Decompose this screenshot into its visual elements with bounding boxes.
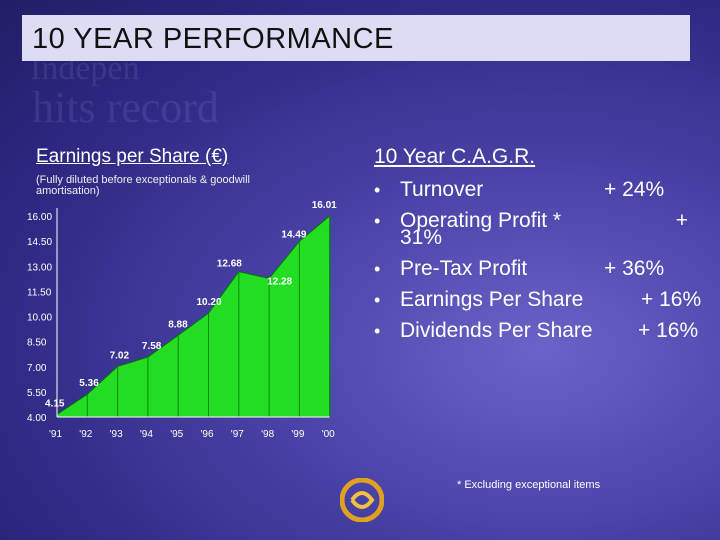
eps-heading: Earnings per Share (€) xyxy=(36,146,229,167)
bullet-dot: • xyxy=(374,180,381,200)
data-label: 12.68 xyxy=(217,259,242,270)
cagr-item-label: Earnings Per Share xyxy=(400,288,584,311)
data-label: 7.02 xyxy=(110,350,130,361)
cagr-heading: 10 Year C.A.G.R. xyxy=(374,145,536,168)
cagr-list: • Turnover + 24% • Operating Profit * + … xyxy=(374,177,714,349)
x-tick-label: '98 xyxy=(261,429,274,440)
y-tick-label: 5.50 xyxy=(27,388,47,399)
page-title: 10 YEAR PERFORMANCE xyxy=(32,23,394,55)
cagr-item-value: + xyxy=(675,209,688,232)
bullet-dot: • xyxy=(374,290,381,310)
y-tick-label: 14.50 xyxy=(27,237,52,248)
footnote: * Excluding exceptional items xyxy=(457,479,601,491)
cagr-item-value: + 16% xyxy=(641,288,702,311)
data-label: 16.01 xyxy=(312,200,337,211)
cagr-item-label: Dividends Per Share xyxy=(400,319,593,342)
cagr-item-label: Pre-Tax Profit xyxy=(400,257,528,280)
y-tick-label: 16.00 xyxy=(27,212,52,223)
bullet-dot: • xyxy=(374,211,381,231)
data-label: 14.49 xyxy=(281,229,306,240)
x-tick-label: '00 xyxy=(322,429,335,440)
cagr-item-value: + 16% xyxy=(638,319,699,342)
x-tick-label: '99 xyxy=(291,429,304,440)
x-tick-label: '95 xyxy=(170,429,183,440)
cagr-item-dps: • Dividends Per Share + 16% xyxy=(374,318,714,349)
cagr-item-pretax-profit: • Pre-Tax Profit + 36% xyxy=(374,256,714,287)
data-label: 10.20 xyxy=(197,297,222,308)
x-tick-label: '93 xyxy=(110,429,123,440)
cagr-item-value-cont: 31% xyxy=(400,226,443,249)
y-tick-label: 7.00 xyxy=(27,363,47,374)
data-label: 7.58 xyxy=(142,341,162,352)
cagr-item-eps: • Earnings Per Share + 16% xyxy=(374,287,714,318)
cagr-item-operating-profit: • Operating Profit * + 31% xyxy=(374,208,714,256)
y-tick-label: 11.50 xyxy=(27,287,52,298)
data-label: 12.28 xyxy=(267,276,292,287)
data-label: 4.15 xyxy=(45,398,65,409)
x-tick-label: '92 xyxy=(79,429,92,440)
cagr-item-turnover: • Turnover + 24% xyxy=(374,177,714,208)
cagr-item-value: + 36% xyxy=(604,257,665,280)
x-tick-label: '96 xyxy=(201,429,214,440)
cagr-item-label: Operating Profit * xyxy=(400,209,562,232)
y-tick-label: 10.00 xyxy=(27,313,52,324)
swirl-logo-icon xyxy=(339,477,385,527)
data-label: 5.36 xyxy=(79,378,99,389)
y-tick-label: 8.50 xyxy=(27,338,47,349)
y-tick-label: 13.00 xyxy=(27,262,52,273)
data-label: 8.88 xyxy=(168,319,188,330)
x-tick-label: '97 xyxy=(231,429,244,440)
cagr-item-label: Turnover xyxy=(400,178,484,201)
x-tick-label: '94 xyxy=(140,429,153,440)
title-bar: 10 YEAR PERFORMANCE xyxy=(22,15,690,61)
bullet-dot: • xyxy=(374,321,381,341)
y-tick-label: 4.00 xyxy=(27,413,47,424)
x-tick-label: '91 xyxy=(49,429,62,440)
eps-subheading: (Fully diluted before exceptionals & goo… xyxy=(36,174,251,197)
eps-area-chart: 16.00 14.50 13.00 11.50 10.00 8.50 7.00 5.50 4.0… xyxy=(27,200,337,440)
bullet-dot: • xyxy=(374,259,381,279)
cagr-item-value: + 24% xyxy=(604,178,665,201)
